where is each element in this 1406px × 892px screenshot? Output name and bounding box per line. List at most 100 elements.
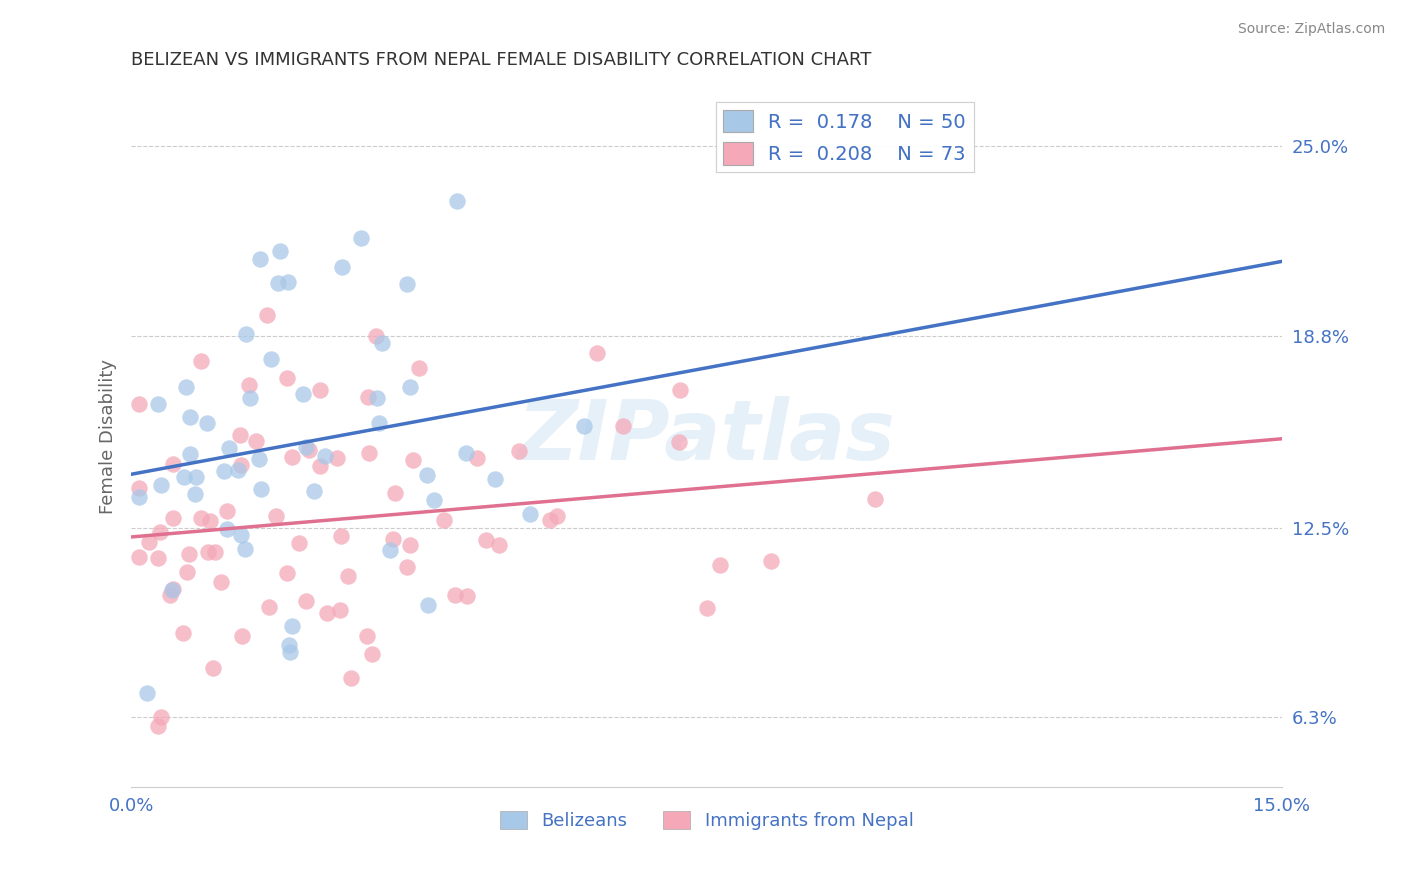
Point (863, 491, 886, 506)
Point (277, 276, 299, 290)
Point (231, 458, 253, 472)
Point (228, 428, 250, 442)
Point (384, 486, 406, 500)
Point (276, 566, 298, 580)
Point (229, 528, 252, 542)
Point (398, 538, 420, 552)
Point (586, 346, 609, 360)
Point (295, 594, 318, 608)
Point (329, 529, 352, 543)
Point (233, 541, 256, 556)
Point (281, 619, 304, 633)
Point (292, 387, 315, 401)
Point (329, 602, 352, 616)
Point (519, 507, 541, 521)
Point (184, 487, 207, 501)
Point (135, 685, 157, 699)
Point (159, 588, 181, 602)
Point (149, 710, 172, 724)
Point (198, 514, 221, 528)
Point (759, 553, 782, 567)
Point (260, 352, 283, 367)
Text: Source: ZipAtlas.com: Source: ZipAtlas.com (1237, 22, 1385, 37)
Point (295, 440, 318, 454)
Point (179, 447, 201, 461)
Point (281, 450, 304, 464)
Point (423, 492, 446, 507)
Point (239, 391, 262, 405)
Point (160, 582, 183, 597)
Point (488, 538, 510, 552)
Point (148, 550, 170, 565)
Point (380, 542, 402, 557)
Point (546, 508, 568, 523)
Text: BELIZEAN VS IMMIGRANTS FROM NEPAL FEMALE DISABILITY CORRELATION CHART: BELIZEAN VS IMMIGRANTS FROM NEPAL FEMALE… (131, 51, 872, 69)
Point (443, 588, 465, 602)
Point (456, 589, 478, 603)
Point (350, 230, 373, 244)
Point (330, 260, 353, 275)
Point (162, 457, 184, 471)
Point (267, 276, 290, 290)
Point (360, 647, 382, 661)
Point (146, 397, 169, 411)
Point (138, 535, 160, 549)
Point (416, 468, 439, 483)
Point (228, 462, 250, 476)
Point (669, 384, 692, 398)
Point (264, 509, 287, 524)
Point (195, 417, 218, 431)
Point (146, 719, 169, 733)
Point (433, 513, 456, 527)
Point (149, 525, 172, 540)
Point (247, 451, 270, 466)
Point (218, 441, 240, 455)
Point (215, 504, 238, 518)
Point (128, 549, 150, 564)
Point (197, 545, 219, 559)
Point (326, 450, 349, 465)
Point (364, 329, 387, 343)
Point (418, 599, 440, 613)
Point (314, 449, 336, 463)
Point (150, 478, 173, 492)
Point (186, 470, 208, 484)
Point (209, 574, 232, 589)
Point (367, 417, 389, 431)
Legend: R =  0.178    N = 50, R =  0.208    N = 73: R = 0.178 N = 50, R = 0.208 N = 73 (716, 103, 973, 172)
Point (366, 391, 388, 405)
Point (162, 582, 184, 597)
Point (340, 671, 363, 685)
Point (190, 510, 212, 524)
Point (668, 434, 690, 449)
Point (231, 629, 253, 643)
Point (316, 606, 339, 620)
Point (202, 661, 225, 675)
Point (238, 378, 260, 392)
Point (250, 482, 273, 496)
Point (357, 390, 380, 404)
Point (235, 326, 257, 341)
Point (256, 308, 278, 322)
Y-axis label: Female Disability: Female Disability (100, 359, 117, 514)
Point (302, 484, 325, 499)
Point (278, 638, 301, 652)
Point (381, 532, 404, 546)
Point (309, 384, 332, 398)
Point (402, 453, 425, 467)
Point (128, 397, 150, 411)
Point (257, 600, 280, 615)
Point (474, 533, 496, 547)
Point (174, 380, 197, 394)
Point (396, 277, 419, 292)
Point (128, 481, 150, 495)
Point (396, 560, 419, 574)
Point (359, 446, 381, 460)
Point (508, 444, 530, 458)
Point (278, 645, 301, 659)
Point (177, 547, 200, 561)
Point (269, 244, 291, 259)
Point (173, 470, 195, 484)
Point (467, 451, 489, 466)
Point (298, 443, 321, 458)
